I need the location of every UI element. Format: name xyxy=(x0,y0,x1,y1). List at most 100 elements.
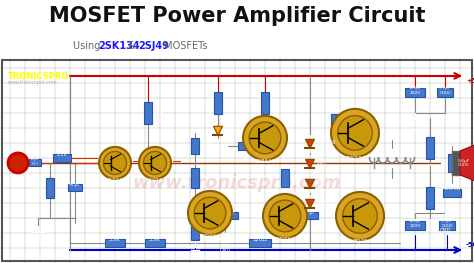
Bar xyxy=(443,189,461,197)
Circle shape xyxy=(336,192,384,240)
Circle shape xyxy=(99,147,131,179)
Bar xyxy=(426,137,434,159)
Text: 27pF: 27pF xyxy=(304,210,316,215)
Text: GND: GND xyxy=(190,256,201,261)
Bar xyxy=(46,178,54,198)
Bar xyxy=(281,169,289,187)
Bar xyxy=(405,221,425,230)
Text: 56k: 56k xyxy=(154,110,164,115)
Text: 0.1µF
(104): 0.1µF (104) xyxy=(439,86,451,95)
Text: 10Ω/1W: 10Ω/1W xyxy=(404,145,424,150)
Text: 100µF
100V: 100µF 100V xyxy=(408,219,422,228)
Text: 3.6nF
(362): 3.6nF (362) xyxy=(201,141,213,150)
Bar xyxy=(437,88,453,97)
Bar xyxy=(426,187,434,209)
Text: 3.9k: 3.9k xyxy=(149,237,161,242)
Bar xyxy=(238,142,258,150)
Circle shape xyxy=(144,151,166,174)
Bar xyxy=(439,221,455,230)
Text: 2SJ49: 2SJ49 xyxy=(352,239,368,244)
Polygon shape xyxy=(306,159,315,168)
Text: 47pF: 47pF xyxy=(69,183,81,188)
Circle shape xyxy=(249,122,281,154)
Circle shape xyxy=(263,194,307,238)
Bar xyxy=(405,88,425,97)
Text: 22k: 22k xyxy=(201,175,210,180)
Text: 27pF: 27pF xyxy=(224,210,236,215)
Circle shape xyxy=(337,116,372,150)
Text: 100Ω: 100Ω xyxy=(246,100,259,105)
Text: A1016: A1016 xyxy=(106,178,124,183)
Text: &: & xyxy=(125,41,139,51)
Text: 100µF
100V: 100µF 100V xyxy=(408,86,422,95)
Text: 100Ω: 100Ω xyxy=(199,100,212,105)
Text: 1N4148: 1N4148 xyxy=(316,200,336,205)
Text: ZD2
12V: ZD2 12V xyxy=(316,178,327,188)
Text: 22Ω: 22Ω xyxy=(341,120,351,125)
Polygon shape xyxy=(306,179,315,188)
Text: Audio IN: Audio IN xyxy=(8,135,35,140)
Text: MOSFET Power Amplifier Circuit: MOSFET Power Amplifier Circuit xyxy=(49,6,425,26)
Bar xyxy=(29,159,41,166)
Text: +50V: +50V xyxy=(466,78,474,84)
Text: 5.6µF
(103): 5.6µF (103) xyxy=(458,159,470,167)
Bar xyxy=(105,239,125,247)
Circle shape xyxy=(139,147,171,179)
Circle shape xyxy=(103,151,127,174)
Text: GND: GND xyxy=(32,241,44,246)
Text: GND: GND xyxy=(439,228,451,233)
Text: 3.9k: 3.9k xyxy=(109,237,121,242)
Bar xyxy=(144,102,152,124)
Text: 1N4148: 1N4148 xyxy=(224,127,244,132)
Bar xyxy=(452,151,460,175)
Bar xyxy=(249,239,271,247)
Bar xyxy=(214,92,222,114)
Bar xyxy=(222,213,238,219)
Text: -50V: -50V xyxy=(466,242,474,248)
Text: GND: GND xyxy=(410,128,420,133)
Bar xyxy=(145,239,165,247)
Text: 47k: 47k xyxy=(35,185,44,190)
Text: 2SK134: 2SK134 xyxy=(99,41,140,51)
Text: 10Ω/1W: 10Ω/1W xyxy=(404,195,424,200)
Text: 1N4148: 1N4148 xyxy=(316,140,336,145)
Text: 2SJ49: 2SJ49 xyxy=(138,41,169,51)
Text: 10µF
(+): 10µF (+) xyxy=(30,158,40,166)
Text: Using: Using xyxy=(73,41,104,51)
Text: 10Ω/1W: 10Ω/1W xyxy=(443,187,461,191)
Bar xyxy=(302,213,318,219)
Text: 2.2k: 2.2k xyxy=(57,152,67,157)
Polygon shape xyxy=(306,199,315,208)
Circle shape xyxy=(331,109,379,157)
Text: 0.1µF
(104): 0.1µF (104) xyxy=(441,219,453,228)
Text: MOSFETs: MOSFETs xyxy=(161,41,207,51)
Polygon shape xyxy=(306,139,315,148)
Text: 1k: 1k xyxy=(291,175,297,180)
Bar xyxy=(191,138,199,154)
Bar xyxy=(53,154,71,162)
Text: 1k: 1k xyxy=(201,210,207,215)
Bar xyxy=(68,184,82,191)
Circle shape xyxy=(188,191,232,235)
Circle shape xyxy=(269,200,301,232)
Circle shape xyxy=(343,199,377,233)
Text: 2SD666: 2SD666 xyxy=(199,234,221,239)
Text: 120Ω: 120Ω xyxy=(253,237,267,242)
Text: ZD1
12V: ZD1 12V xyxy=(316,158,327,168)
Text: GND: GND xyxy=(219,248,231,253)
Polygon shape xyxy=(213,126,222,135)
Text: A1016: A1016 xyxy=(146,178,164,183)
Bar xyxy=(191,204,199,222)
Text: COIL: COIL xyxy=(386,148,398,153)
Bar xyxy=(448,154,456,172)
Bar xyxy=(191,168,199,188)
Circle shape xyxy=(8,153,28,173)
Text: 12k: 12k xyxy=(243,140,253,145)
Text: 2SD666: 2SD666 xyxy=(274,237,296,242)
Text: TRØNICSPRO: TRØNICSPRO xyxy=(8,72,69,81)
Text: 47µF: 47µF xyxy=(201,230,213,235)
Bar xyxy=(191,226,199,240)
Text: 2SB646: 2SB646 xyxy=(255,159,275,164)
Text: 2SK134: 2SK134 xyxy=(345,156,365,161)
Circle shape xyxy=(243,116,287,160)
